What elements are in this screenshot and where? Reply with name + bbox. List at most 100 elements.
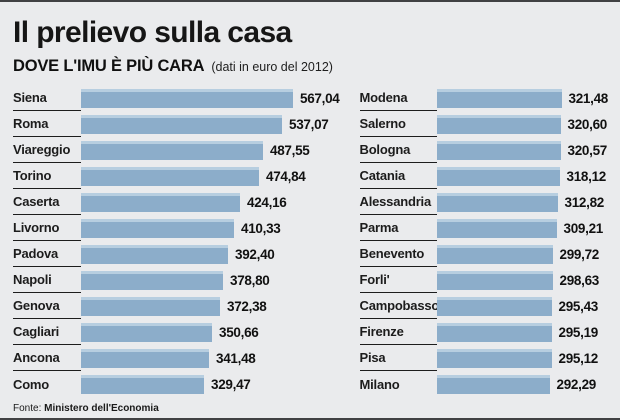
- bar-row: Siena 567,04: [13, 85, 348, 111]
- bar: [436, 166, 560, 186]
- bar: [436, 348, 552, 368]
- bar: [436, 374, 550, 394]
- bar-row: Padova 392,40: [13, 241, 348, 267]
- source-note: Fonte: Ministero dell'Economia: [13, 403, 159, 414]
- bar-value: 295,12: [558, 350, 599, 366]
- bar: [81, 322, 212, 342]
- bar-track: 567,04: [81, 85, 348, 111]
- bar-value: 320,57: [567, 142, 608, 158]
- bar-row: Cagliari 350,66: [13, 319, 348, 345]
- bar-track: 318,12: [436, 163, 609, 189]
- bar-label: Torino: [13, 163, 81, 189]
- bar-label: Ancona: [13, 345, 81, 371]
- bar: [81, 166, 259, 186]
- header: Il prelievo sulla casa DOVE L'IMU È PIÙ …: [0, 2, 620, 76]
- bar-track: 372,38: [81, 293, 348, 319]
- bar: [81, 270, 223, 290]
- bar-label: Catania: [359, 163, 437, 189]
- bar: [81, 374, 204, 394]
- bar-row: Como 329,47: [13, 371, 348, 397]
- source-label: Fonte:: [13, 403, 42, 414]
- bar-value: 312,82: [564, 194, 605, 210]
- bar: [436, 192, 558, 212]
- bar-label: Alessandria: [359, 189, 437, 215]
- bar-row: Bologna 320,57: [359, 137, 609, 163]
- bar-track: 341,48: [81, 345, 348, 371]
- bar-track: 474,84: [81, 163, 348, 189]
- bar-label: Livorno: [13, 215, 81, 241]
- bar-label: Padova: [13, 241, 81, 267]
- bar: [436, 88, 562, 108]
- bar-label: Benevento: [359, 241, 437, 267]
- bar-track: 292,29: [436, 371, 609, 397]
- bar: [436, 140, 561, 160]
- bar-label: Siena: [13, 85, 81, 111]
- bar-track: 329,47: [81, 371, 348, 397]
- bar-label: Parma: [359, 215, 437, 241]
- bar-row: Caserta 424,16: [13, 189, 348, 215]
- bar-track: 295,19: [436, 319, 609, 345]
- bar: [436, 322, 552, 342]
- bar-value: 292,29: [556, 376, 597, 392]
- bar-label: Modena: [359, 85, 437, 111]
- bar: [81, 88, 293, 108]
- bar-row: Parma 309,21: [359, 215, 609, 241]
- bar: [436, 114, 561, 134]
- bar-label: Napoli: [13, 267, 81, 293]
- bar-label: Roma: [13, 111, 81, 137]
- bar-row: Forli' 298,63: [359, 267, 609, 293]
- bar-track: 321,48: [436, 85, 608, 111]
- bar-row: Roma 537,07: [13, 111, 348, 137]
- bar: [81, 348, 209, 368]
- bar-track: 537,07: [81, 111, 348, 137]
- bar-row: Ancona 341,48: [13, 345, 348, 371]
- bar-track: 320,60: [436, 111, 609, 137]
- bar-row: Viareggio 487,55: [13, 137, 348, 163]
- source-value: Ministero dell'Economia: [44, 403, 159, 414]
- bar: [81, 218, 234, 238]
- bar-value: 341,48: [216, 350, 256, 366]
- bar-row: Campobasso 295,43: [359, 293, 609, 319]
- bar-label: Pisa: [359, 345, 437, 371]
- bar-value: 372,38: [227, 298, 267, 314]
- bar-value: 295,19: [558, 324, 599, 340]
- bar-track: 312,82: [436, 189, 609, 215]
- bar-value: 537,07: [289, 116, 329, 132]
- bar-value: 410,33: [241, 220, 281, 236]
- bar-row: Pisa 295,12: [359, 345, 609, 371]
- bar-label: Cagliari: [13, 319, 81, 345]
- chart-subtitle: DOVE L'IMU È PIÙ CARA: [13, 57, 205, 75]
- bar-value: 329,47: [211, 376, 251, 392]
- bar-value: 567,04: [300, 90, 340, 106]
- bar-label: Genova: [13, 293, 81, 319]
- bar-label: Salerno: [359, 111, 437, 137]
- bar-value: 299,72: [559, 246, 600, 262]
- bar: [81, 114, 282, 134]
- bar-row: Benevento 299,72: [359, 241, 609, 267]
- bar-row: Torino 474,84: [13, 163, 348, 189]
- bar-track: 320,57: [436, 137, 609, 163]
- bar-row: Livorno 410,33: [13, 215, 348, 241]
- bar-track: 295,12: [436, 345, 609, 371]
- bar-value: 392,40: [235, 246, 275, 262]
- bar-value: 295,43: [558, 298, 599, 314]
- bar-row: Alessandria 312,82: [359, 189, 609, 215]
- chart-note: (dati in euro del 2012): [211, 60, 333, 74]
- bar-label: Caserta: [13, 189, 81, 215]
- bar-row: Napoli 378,80: [13, 267, 348, 293]
- chart-column-right: Modena 321,48 Salerno 320,60 Bologna 320,57 Ca…: [359, 85, 609, 397]
- bar-label: Milano: [359, 376, 400, 392]
- bar-value: 298,63: [559, 272, 600, 288]
- bar-track: 298,63: [436, 267, 609, 293]
- bar-track: 392,40: [81, 241, 348, 267]
- bar-row: Salerno 320,60: [359, 111, 609, 137]
- bar-track: 487,55: [81, 137, 348, 163]
- bar-label: Bologna: [359, 137, 437, 163]
- bar-value: 318,12: [566, 168, 607, 184]
- bar-row: Milano 292,29: [360, 371, 609, 397]
- bar-track: 424,16: [81, 189, 348, 215]
- bar-value: 350,66: [219, 324, 259, 340]
- bar: [436, 296, 552, 316]
- page-title: Il prelievo sulla casa: [13, 16, 292, 49]
